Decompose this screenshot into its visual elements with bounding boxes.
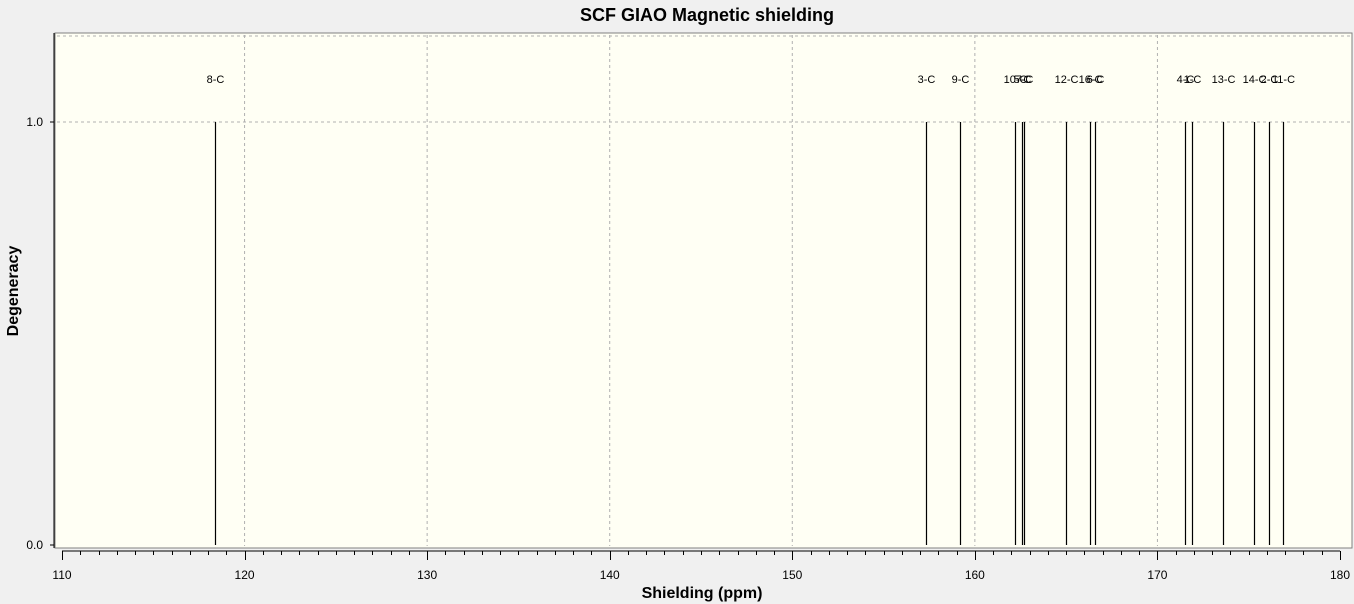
- x-axis: 110 120 130 140 150 160 170 180: [52, 550, 1350, 582]
- x-tick-label: 140: [600, 568, 620, 582]
- peak-label: 1-C: [1184, 74, 1202, 86]
- x-tick-label: 180: [1330, 568, 1350, 582]
- peak-label: 9-C: [952, 74, 970, 86]
- x-tick-label: 170: [1147, 568, 1167, 582]
- y-tick-label: 0.0: [26, 538, 43, 552]
- peak-label: 3-C: [918, 74, 936, 86]
- peak-label: 16-C: [1079, 74, 1103, 86]
- y-axis-label: Degeneracy: [5, 246, 22, 337]
- peak-label: 14-C: [1243, 74, 1267, 86]
- peak-label: 4-C: [1177, 74, 1195, 86]
- peak-label: 5-C: [1014, 74, 1032, 86]
- x-tick-label: 150: [782, 568, 802, 582]
- peak-label: 10-C: [1004, 74, 1028, 86]
- peak-labels: 8-C 3-C 9-C 10-C5-C7-C 12-C 16-C6-C 4-C1-C 13-C…: [207, 74, 1295, 86]
- peak-label: 7-C: [1016, 74, 1034, 86]
- y-tick-label: 1.0: [26, 115, 43, 129]
- chart-title: SCF GIAO Magnetic shielding: [580, 5, 834, 25]
- x-tick-label: 160: [965, 568, 985, 582]
- peak-lines: [214, 122, 1285, 545]
- peak-label: 13-C: [1212, 74, 1236, 86]
- peak-label: 8-C: [207, 74, 225, 86]
- y-axis: 0.0 1.0: [26, 33, 55, 552]
- peak-label: 12-C: [1055, 74, 1079, 86]
- x-tick-label: 120: [235, 568, 255, 582]
- x-axis-label: Shielding (ppm): [642, 585, 763, 602]
- peak-label: 2-C: [1261, 74, 1279, 86]
- x-tick-label: 110: [52, 568, 71, 582]
- x-tick-label: 130: [417, 568, 437, 582]
- peak-label: 11-C: [1272, 74, 1295, 86]
- peak-label: 6-C: [1087, 74, 1105, 86]
- plot-area: [54, 32, 1353, 549]
- grid-lines: [57, 35, 1350, 546]
